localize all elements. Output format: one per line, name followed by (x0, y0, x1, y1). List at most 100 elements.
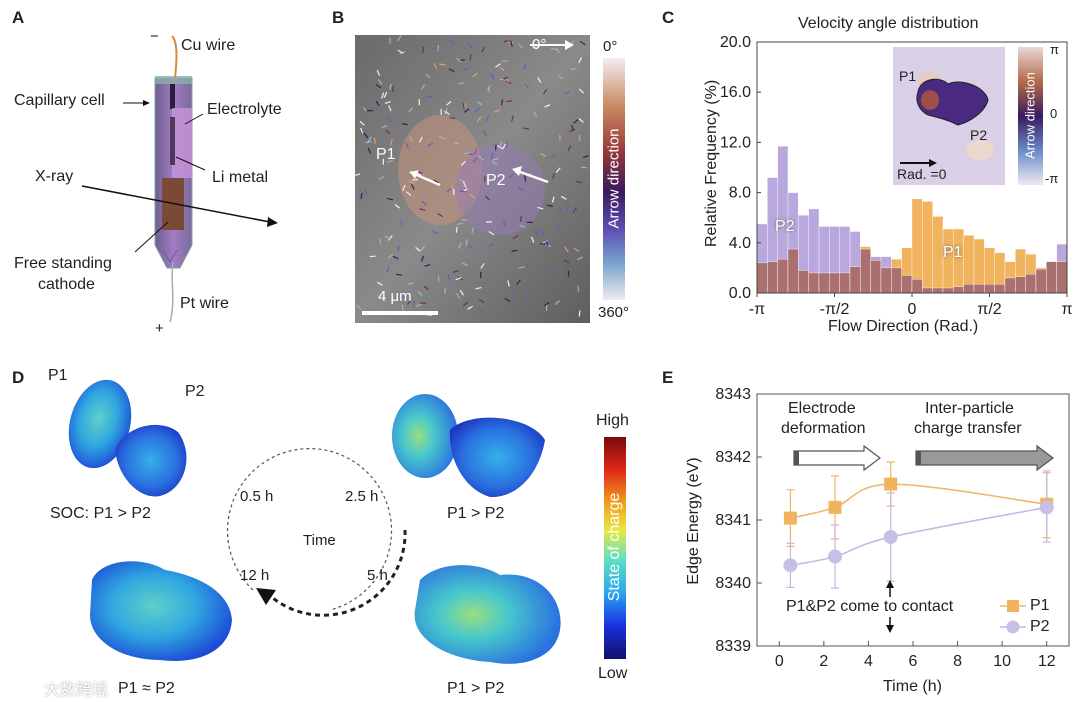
velocity-arrow (534, 230, 538, 237)
velocity-arrow (362, 107, 368, 113)
velocity-arrow (484, 195, 490, 201)
velocity-arrow (499, 78, 506, 81)
velocity-arrow (472, 72, 478, 78)
velocity-arrow (524, 295, 532, 299)
velocity-arrow (455, 277, 462, 281)
velocity-arrow (375, 83, 382, 89)
velocity-arrow (363, 76, 367, 83)
velocity-arrow (512, 235, 519, 240)
velocity-arrow (511, 295, 516, 302)
inset-particle-outline (916, 78, 989, 126)
velocity-arrow (464, 103, 467, 110)
velocity-arrow (577, 256, 584, 261)
velocity-arrow (390, 139, 393, 146)
velocity-arrow (478, 298, 485, 304)
e-x-tick-label: 12 (1038, 653, 1056, 670)
velocity-arrow (577, 285, 580, 292)
cu-wire-inside (170, 84, 175, 109)
velocity-arrow (490, 73, 495, 80)
time-cycle-thin (226, 448, 393, 611)
velocity-arrow (538, 229, 545, 235)
velocity-arrow (524, 175, 527, 182)
particle-p1-0-5h (68, 379, 132, 469)
velocity-arrow (462, 68, 470, 71)
time-arrowhead-icon (256, 588, 276, 605)
velocity-arrow (381, 124, 388, 129)
xray-beam (81, 185, 271, 223)
capillary-cell-label: Capillary cell (14, 92, 105, 109)
velocity-arrow (556, 224, 561, 230)
velocity-arrow (564, 91, 570, 95)
velocity-arrow (420, 84, 426, 90)
velocity-arrow (482, 130, 487, 137)
velocity-arrow (474, 107, 481, 113)
velocity-arrow (537, 77, 542, 84)
contact-up-arrow-icon (886, 580, 894, 588)
velocity-arrow (378, 175, 385, 180)
e-y-tick-label: 8342 (715, 449, 751, 466)
velocity-arrow (447, 274, 450, 281)
velocity-arrow (573, 119, 579, 124)
line-p2 (790, 506, 1047, 567)
velocity-arrow (448, 68, 455, 73)
velocity-arrow (462, 181, 467, 188)
velocity-arrow (532, 46, 539, 49)
velocity-arrow (383, 92, 388, 99)
velocity-arrow (387, 159, 394, 163)
velocity-arrow (492, 158, 499, 161)
velocity-arrow (523, 63, 526, 70)
velocity-arrow (478, 155, 484, 161)
panel-e-label: E (662, 368, 674, 387)
c-y-tick-label: 0.0 (729, 285, 751, 302)
c-x-tick-label: -π (749, 301, 765, 318)
panel-b-label: B (332, 8, 345, 27)
e-y-tick-label: 8343 (715, 386, 751, 403)
bar-label-p2: P2 (775, 218, 795, 235)
particles-12h (90, 561, 232, 661)
soc-relation-2-5h: P1 > P2 (447, 505, 505, 522)
tube-cap (155, 76, 192, 84)
velocity-arrow (455, 226, 458, 233)
velocity-arrow (387, 197, 394, 201)
velocity-arrow (551, 47, 558, 51)
velocity-arrow (518, 266, 525, 269)
soc-relation-5h: P1 > P2 (447, 680, 505, 697)
inset-p2-label: P2 (970, 127, 988, 143)
legend-p1-marker (1007, 600, 1019, 612)
velocity-arrow (456, 57, 462, 63)
velocity-arrow (402, 184, 406, 191)
velocity-arrow (476, 100, 483, 106)
velocity-arrow (423, 285, 430, 291)
velocity-arrow (554, 300, 560, 306)
velocity-arrow (542, 88, 548, 95)
velocity-arrow (573, 247, 580, 252)
velocity-arrow (495, 63, 501, 68)
e-y-tick-label: 8341 (715, 512, 751, 529)
legend-p2-marker (1006, 620, 1020, 634)
cu-wire (171, 35, 178, 79)
c-y-tick-label: 12.0 (720, 134, 751, 151)
velocity-arrow (488, 231, 495, 236)
velocity-arrow (570, 68, 577, 71)
velocity-arrow (491, 160, 498, 166)
e-y-tick-label: 8340 (715, 575, 751, 592)
velocity-arrow (415, 303, 422, 307)
velocity-arrow (537, 206, 544, 210)
velocity-arrow (438, 135, 445, 140)
particles-5h (414, 565, 561, 664)
velocity-arrow (563, 259, 570, 264)
velocity-arrow (434, 47, 441, 51)
velocity-arrow (506, 100, 513, 103)
velocity-arrow (459, 289, 464, 296)
velocity-arrow (397, 49, 404, 54)
velocity-arrow (364, 189, 368, 196)
velocity-arrow (480, 263, 485, 269)
velocity-arrow (533, 111, 538, 118)
velocity-arrow (462, 103, 465, 110)
velocity-arrow (359, 120, 365, 126)
velocity-arrow (392, 255, 399, 260)
velocity-arrow (467, 42, 472, 49)
velocity-arrow (408, 107, 414, 113)
velocity-arrow (569, 128, 576, 133)
velocity-arrow (463, 108, 470, 113)
